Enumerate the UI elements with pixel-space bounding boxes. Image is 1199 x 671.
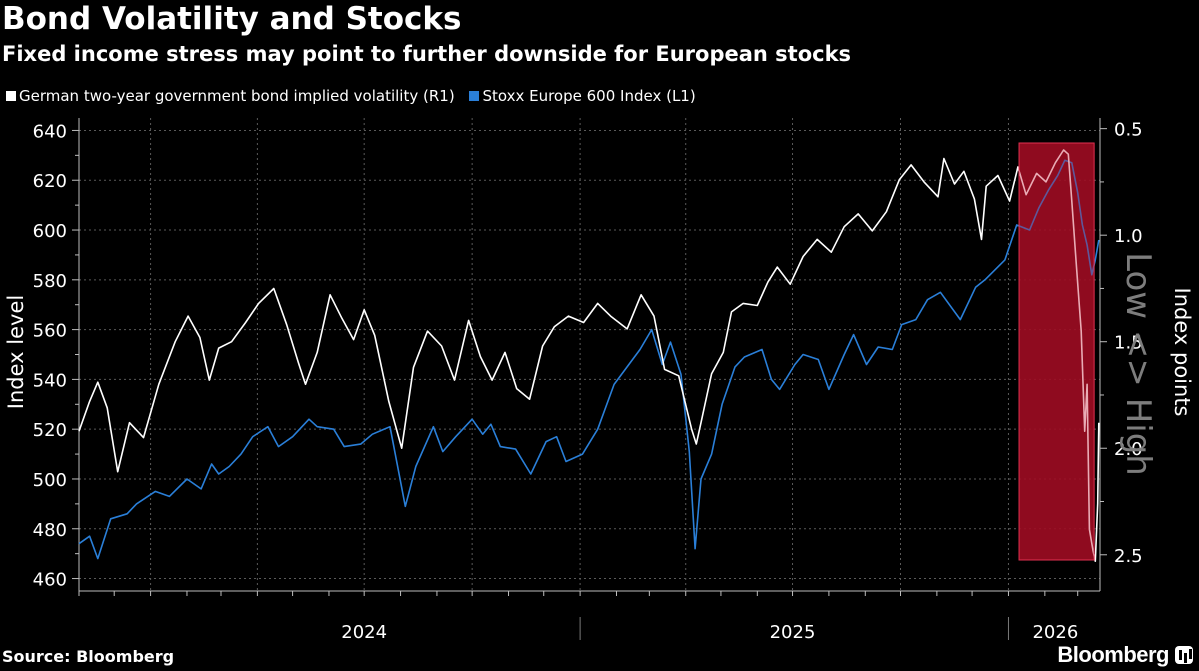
right-tick-label: 1.0 bbox=[1114, 226, 1143, 247]
left-tick-label: 500 bbox=[33, 470, 67, 491]
left-tick-label: 560 bbox=[33, 321, 67, 342]
right-tick-label: 2.0 bbox=[1114, 439, 1143, 460]
legend-item-bond-volatility: German two-year government bond implied … bbox=[6, 86, 455, 106]
left-tick-label: 460 bbox=[33, 570, 67, 591]
legend-swatch-white bbox=[6, 91, 16, 101]
legend-label: Stoxx Europe 600 Index (L1) bbox=[482, 87, 696, 105]
stoxx-600-series-line bbox=[78, 159, 1100, 560]
axes bbox=[72, 118, 1107, 640]
legend-item-stoxx-600: Stoxx Europe 600 Index (L1) bbox=[469, 86, 696, 106]
x-year-label: 2025 bbox=[770, 622, 816, 640]
source-note: Source: Bloomberg bbox=[2, 647, 175, 666]
right-tick-label: 0.5 bbox=[1114, 120, 1143, 141]
axis-labels: 460 480 500 520 540 560 580 600 620 640 0.5 1.0 1.5 2… bbox=[4, 120, 1194, 640]
left-tick-label: 600 bbox=[33, 221, 67, 242]
y-left-axis-label: Index level bbox=[4, 295, 28, 409]
bloomberg-logo: Bloomberg bbox=[1057, 642, 1169, 667]
highlight-overlay bbox=[1018, 142, 1095, 561]
left-tick-label: 540 bbox=[33, 370, 67, 391]
left-tick-label: 520 bbox=[33, 420, 67, 441]
x-year-label: 2026 bbox=[1032, 622, 1078, 640]
left-tick-label: 480 bbox=[33, 520, 67, 541]
bond-volatility-series-line bbox=[78, 149, 1100, 562]
legend-swatch-blue bbox=[469, 91, 480, 101]
right-tick-label: 1.5 bbox=[1114, 333, 1143, 354]
legend: German two-year government bond implied … bbox=[6, 86, 706, 106]
x-year-label: 2024 bbox=[341, 622, 387, 640]
chart-subtitle: Fixed income stress may point to further… bbox=[2, 42, 852, 66]
left-tick-label: 640 bbox=[33, 121, 67, 142]
chart-plot: 460 480 500 520 540 560 580 600 620 640 0.5 1.0 1.5 2… bbox=[4, 118, 1194, 640]
right-tick-label: 2.5 bbox=[1114, 546, 1143, 567]
chart-title: Bond Volatility and Stocks bbox=[2, 1, 462, 37]
gridlines bbox=[79, 118, 1100, 591]
legend-label: German two-year government bond implied … bbox=[19, 87, 455, 105]
low-high-annotation: Low <> High bbox=[1118, 252, 1158, 476]
y-right-axis-label: Index points bbox=[1170, 288, 1194, 417]
left-tick-label: 620 bbox=[33, 171, 67, 192]
left-tick-label: 580 bbox=[33, 271, 67, 292]
bloomberg-chart-icon bbox=[1175, 646, 1193, 664]
